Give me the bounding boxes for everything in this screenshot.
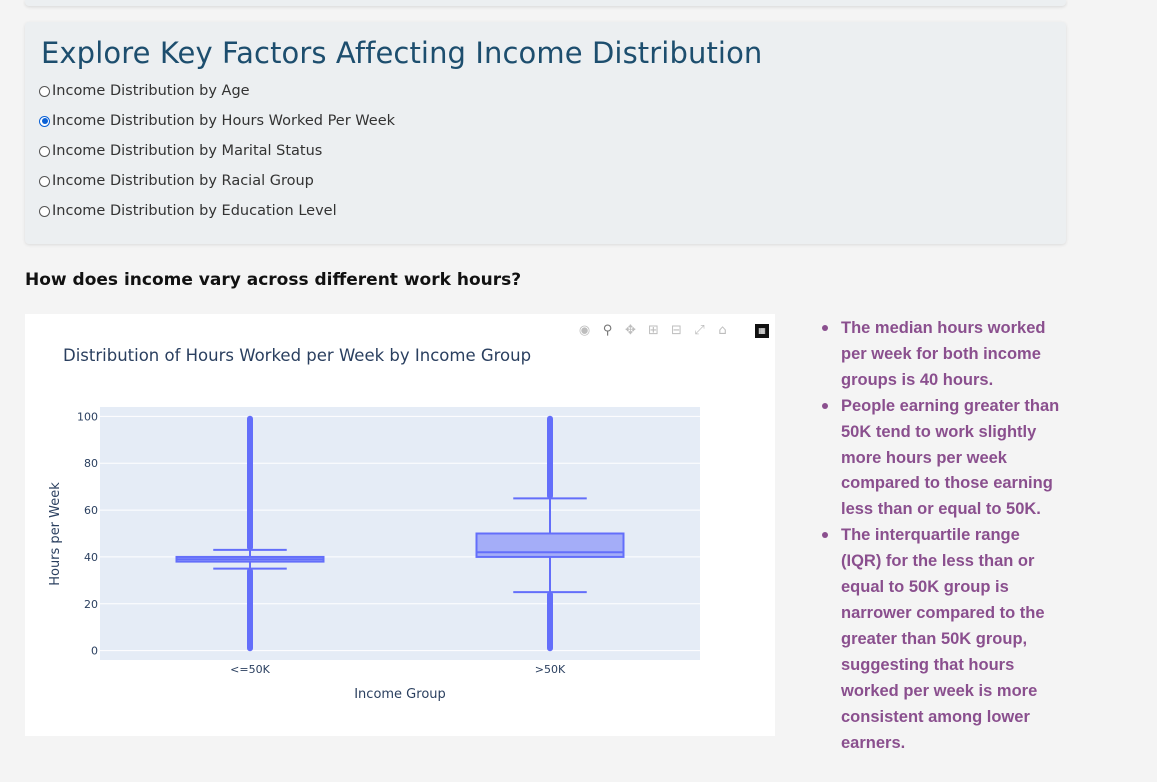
option-education[interactable]: Income Distribution by Education Level [39, 201, 337, 221]
section-question: How does income vary across different wo… [25, 270, 522, 290]
x-tick-label: <=50K [230, 663, 270, 676]
insight-note: The interquartile range (IQR) for the le… [821, 523, 1061, 756]
y-tick-label: 0 [91, 645, 98, 658]
y-tick-label: 40 [84, 551, 98, 564]
y-tick-label: 20 [84, 598, 98, 611]
radio-hours[interactable] [39, 115, 50, 127]
autoscale-icon[interactable]: ⤢ [694, 323, 705, 338]
radio-race[interactable] [39, 175, 50, 187]
box-low-income[interactable] [175, 415, 325, 652]
factor-selector-panel: Explore Key Factors Affecting Income Dis… [25, 22, 1066, 244]
y-axis-title: Hours per Week [48, 482, 63, 586]
option-hours[interactable]: Income Distribution by Hours Worked Per … [39, 111, 395, 131]
option-education-label: Income Distribution by Education Level [52, 203, 337, 219]
option-race-label: Income Distribution by Racial Group [52, 173, 314, 189]
plotly-logo-icon[interactable]: ▦ [755, 324, 769, 338]
zoom-out-icon[interactable]: ⊟ [671, 323, 682, 338]
chart-modebar: ◉ ⚲ ✥ ⊞ ⊟ ⤢ ⌂ ▦ [573, 323, 769, 338]
radio-age[interactable] [39, 85, 50, 97]
option-marital[interactable]: Income Distribution by Marital Status [39, 141, 322, 161]
option-race[interactable]: Income Distribution by Racial Group [39, 171, 314, 191]
x-axis-title: Income Group [354, 687, 446, 702]
option-age-label: Income Distribution by Age [52, 83, 250, 99]
y-tick-labels: 0 20 40 60 80 100 [77, 410, 98, 657]
y-tick-label: 100 [77, 410, 98, 423]
box-traces [175, 415, 625, 652]
insight-notes: The median hours worked per week for bot… [821, 316, 1061, 756]
previous-panel-edge [25, 0, 1066, 6]
radio-marital[interactable] [39, 145, 50, 157]
iqr-box [475, 532, 625, 558]
x-tick-labels: <=50K >50K [230, 663, 566, 676]
option-marital-label: Income Distribution by Marital Status [52, 143, 323, 159]
panel-title: Explore Key Factors Affecting Income Dis… [41, 36, 763, 70]
y-tick-label: 60 [84, 504, 98, 517]
box-plot: Distribution of Hours Worked per Week by… [48, 346, 700, 702]
box-high-income[interactable] [475, 415, 625, 652]
reset-axes-icon[interactable]: ⌂ [718, 323, 727, 338]
camera-icon[interactable]: ◉ [578, 323, 591, 338]
chart-title: Distribution of Hours Worked per Week by… [63, 346, 531, 365]
insight-note: People earning greater than 50K tend to … [821, 394, 1061, 524]
x-tick-label: >50K [535, 663, 566, 676]
option-hours-label: Income Distribution by Hours Worked Per … [52, 113, 396, 129]
zoom-icon[interactable]: ⚲ [602, 323, 613, 338]
option-age[interactable]: Income Distribution by Age [39, 81, 250, 101]
zoom-in-icon[interactable]: ⊞ [648, 323, 659, 338]
chart-card: ◉ ⚲ ✥ ⊞ ⊟ ⤢ ⌂ ▦ Distribution of Hours Wo… [25, 314, 775, 736]
radio-education[interactable] [39, 205, 50, 217]
pan-icon[interactable]: ✥ [625, 323, 636, 338]
insight-note: The median hours worked per week for bot… [821, 316, 1061, 394]
y-tick-label: 80 [84, 457, 98, 470]
